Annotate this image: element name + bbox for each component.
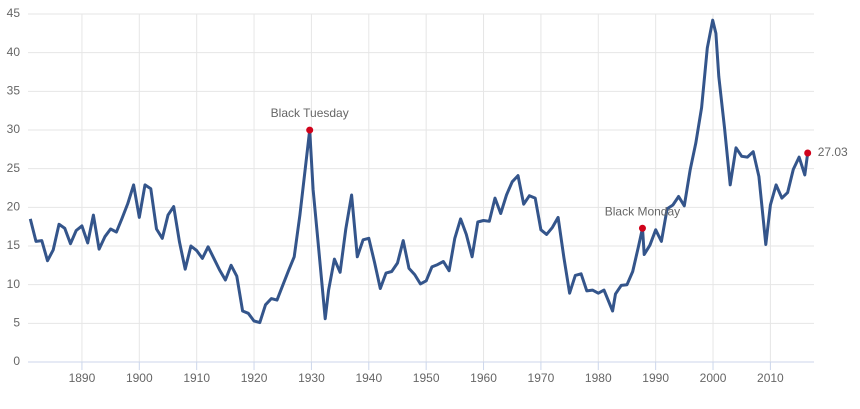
y-tick-label: 45 (7, 6, 21, 20)
annotation-label: Black Monday (605, 204, 680, 218)
data-line (28, 18, 810, 325)
y-tick-label: 0 (13, 354, 20, 368)
x-tick-label: 2000 (700, 371, 727, 385)
x-tick-label: 1940 (355, 371, 382, 385)
y-tick-label: 15 (7, 238, 21, 252)
annotation-label: 27.03 (818, 145, 848, 159)
x-tick-label: 1920 (241, 371, 268, 385)
annotation-marker (638, 224, 646, 232)
x-tick-label: 1990 (642, 371, 669, 385)
y-tick-label: 20 (7, 200, 21, 214)
annotation-marker (804, 149, 812, 157)
x-tick-label: 1950 (413, 371, 440, 385)
annotation-marker (306, 126, 314, 134)
x-tick-label: 1970 (528, 371, 555, 385)
y-tick-label: 30 (7, 122, 21, 136)
x-tick-label: 1910 (183, 371, 210, 385)
y-tick-label: 40 (7, 45, 21, 59)
x-tick-label: 1930 (298, 371, 325, 385)
y-tick-label: 5 (13, 316, 20, 330)
x-tick-label: 1890 (69, 371, 96, 385)
x-tick-label: 1980 (585, 371, 612, 385)
x-tick-label: 1960 (470, 371, 497, 385)
y-tick-label: 25 (7, 161, 21, 175)
x-tick-label: 2010 (757, 371, 784, 385)
x-tick-label: 1900 (126, 371, 153, 385)
y-tick-label: 35 (7, 84, 21, 98)
annotation-label: Black Tuesday (271, 106, 349, 120)
y-tick-label: 10 (7, 277, 21, 291)
